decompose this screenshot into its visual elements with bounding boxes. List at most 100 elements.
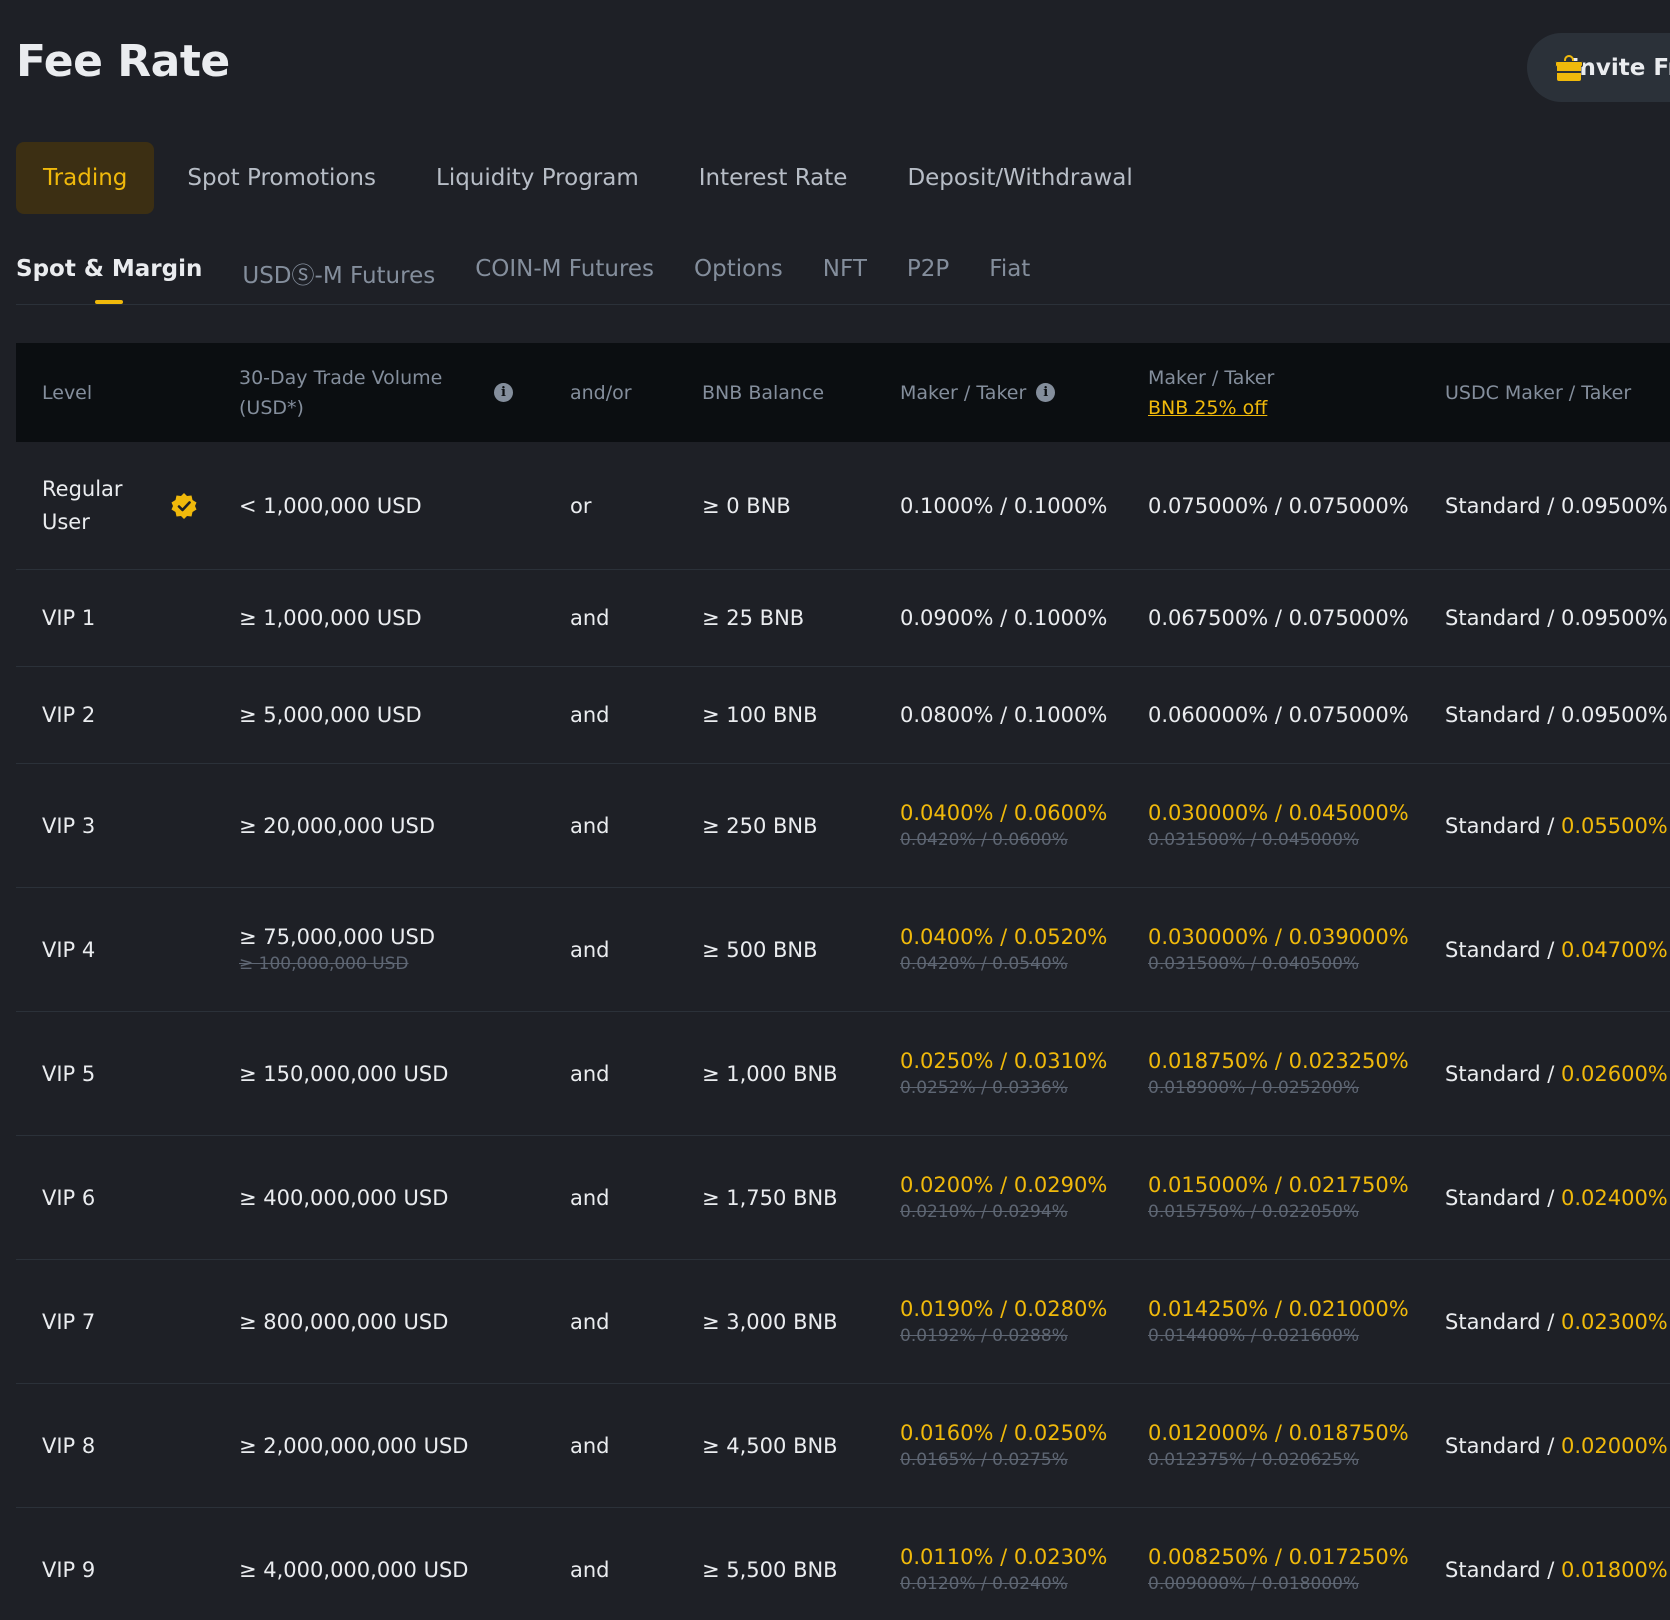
maker-taker-old: 0.0120% / 0.0240% <box>900 1574 1068 1594</box>
volume-cell: ≥ 4,000,000,000 USD <box>239 1508 468 1620</box>
maker-taker-value: 0.0900% / 0.1000% <box>900 606 1108 630</box>
subtab-p2p[interactable]: P2P <box>906 256 950 282</box>
andor-cell: and <box>570 1433 610 1458</box>
tab-spot-promotions[interactable]: Spot Promotions <box>187 165 376 191</box>
level-label: VIP 4 <box>42 937 96 962</box>
usdc-standard: Standard / <box>1445 1061 1561 1086</box>
maker-taker-bnb-value: 0.018750% / 0.023250% <box>1148 1049 1409 1073</box>
level-cell: VIP 8 <box>42 1384 95 1507</box>
andor-cell: and <box>570 703 610 727</box>
maker-taker-value: 0.0110% / 0.0230% <box>900 1545 1108 1569</box>
tab-trading[interactable]: Trading <box>16 142 155 214</box>
volume-value: ≥ 2,000,000,000 USD <box>239 1433 469 1458</box>
subtab-options[interactable]: Options <box>694 256 783 282</box>
level-cell: VIP 9 <box>42 1508 95 1620</box>
table-body: Regular User < 1,000,000 USD or ≥ 0 BNB 0.10… <box>16 442 1670 1620</box>
header-volume-line2: (USD*) <box>239 396 304 419</box>
fee-rate-table: Level 30-Day Trade Volume (USD*) i and/o… <box>16 343 1670 1620</box>
header-bnb-balance: BNB Balance <box>702 381 825 404</box>
level-cell: Regular User <box>42 442 198 569</box>
maker-taker-bnb-old: 0.031500% / 0.045000% <box>1148 830 1360 850</box>
maker-taker-bnb-value: 0.075000% / 0.075000% <box>1148 493 1409 518</box>
bnb-balance-cell: ≥ 5,500 BNB <box>702 1557 838 1582</box>
usdc-cell: Standard / 0.09500% <box>1445 667 1668 763</box>
maker-taker-bnb-value: 0.012000% / 0.018750% <box>1148 1421 1409 1445</box>
maker-taker-old: 0.0192% / 0.0288% <box>900 1326 1068 1346</box>
subtab-nft[interactable]: NFT <box>822 256 867 282</box>
subtab-spot-margin[interactable]: Spot & Margin <box>16 248 202 304</box>
bnb-balance-cell: ≥ 3,000 BNB <box>702 1309 838 1334</box>
volume-cell: ≥ 75,000,000 USD ≥ 100,000,000 USD <box>239 888 435 1011</box>
usdc-value: 0.04700% <box>1560 937 1668 962</box>
level-cell: VIP 2 <box>42 667 95 763</box>
maker-taker-value: 0.1000% / 0.1000% <box>900 493 1108 518</box>
volume-cell: ≥ 1,000,000 USD <box>239 570 422 666</box>
header-volume-line1: 30-Day Trade Volume <box>239 366 443 389</box>
invite-friends-button[interactable]: Invite Friends <box>1527 33 1670 102</box>
table-row: VIP 8 ≥ 2,000,000,000 USD and ≥ 4,500 BNB 0.… <box>16 1384 1670 1508</box>
table-row: VIP 9 ≥ 4,000,000,000 USD and ≥ 5,500 BNB 0.… <box>16 1508 1670 1620</box>
info-icon[interactable]: i <box>1036 383 1056 402</box>
table-header: Level 30-Day Trade Volume (USD*) i and/o… <box>16 343 1670 442</box>
subtab-fiat[interactable]: Fiat <box>989 256 1031 282</box>
subtab-coin-m-futures[interactable]: COIN-M Futures <box>475 256 655 282</box>
subtab-usds-m-futures[interactable]: USDⓈ-M Futures <box>242 263 436 289</box>
bnb-balance-cell: ≥ 25 BNB <box>702 606 805 630</box>
level-cell: VIP 6 <box>42 1136 95 1259</box>
volume-cell: ≥ 800,000,000 USD <box>239 1260 448 1383</box>
volume-cell: < 1,000,000 USD <box>239 442 422 569</box>
maker-taker-value: 0.0200% / 0.0290% <box>900 1173 1108 1197</box>
andor-cell: and <box>570 1061 610 1086</box>
invite-button-label: Invite Friends <box>1571 54 1670 81</box>
volume-old: ≥ 100,000,000 USD <box>239 954 409 974</box>
usdc-value: 0.09500% <box>1560 493 1668 518</box>
level-label: VIP 7 <box>42 1309 96 1334</box>
maker-taker-cell: 0.0800% / 0.1000% <box>900 667 1107 763</box>
maker-taker-cell: 0.1000% / 0.1000% <box>900 442 1107 569</box>
table-row: VIP 6 ≥ 400,000,000 USD and ≥ 1,750 BNB 0.02… <box>16 1136 1670 1260</box>
maker-taker-bnb-cell: 0.018750% / 0.023250% 0.018900% / 0.02520… <box>1148 1012 1409 1135</box>
volume-cell: ≥ 150,000,000 USD <box>239 1012 448 1135</box>
andor-cell: and <box>570 937 610 962</box>
maker-taker-old: 0.0420% / 0.0540% <box>900 954 1068 974</box>
level-label: VIP 2 <box>42 703 96 727</box>
level-label: VIP 1 <box>42 606 96 630</box>
andor-cell: and <box>570 1309 610 1334</box>
main-tabs: Trading Spot Promotions Liquidity Progra… <box>16 142 1166 214</box>
header-volume: 30-Day Trade Volume (USD*) <box>239 343 442 442</box>
maker-taker-bnb-cell: 0.060000% / 0.075000% <box>1148 667 1409 763</box>
bnb-discount-link[interactable]: BNB 25% off <box>1148 396 1268 419</box>
maker-taker-bnb-old: 0.012375% / 0.020625% <box>1148 1450 1360 1470</box>
maker-taker-bnb-cell: 0.030000% / 0.045000% 0.031500% / 0.04500… <box>1148 764 1409 887</box>
volume-info-button[interactable]: i <box>494 343 513 442</box>
verified-badge-icon <box>171 492 197 519</box>
maker-taker-old: 0.0420% / 0.0600% <box>900 830 1068 850</box>
tab-deposit-withdrawal[interactable]: Deposit/Withdrawal <box>907 165 1133 191</box>
maker-taker-bnb-old: 0.015750% / 0.022050% <box>1148 1202 1360 1222</box>
andor-cell: and <box>570 1185 610 1210</box>
maker-taker-bnb-cell: 0.030000% / 0.039000% 0.031500% / 0.04050… <box>1148 888 1409 1011</box>
volume-cell: ≥ 20,000,000 USD <box>239 764 435 887</box>
maker-taker-cell: 0.0400% / 0.0600% 0.0420% / 0.0600% <box>900 764 1107 887</box>
usdc-standard: Standard / <box>1445 606 1561 630</box>
maker-taker-bnb-value: 0.030000% / 0.045000% <box>1148 801 1409 825</box>
sub-tabs: Spot & Margin USDⓈ-M Futures COIN-M Futu… <box>16 248 1670 305</box>
header-maker-taker-bnb: Maker / Taker BNB 25% off <box>1148 343 1274 442</box>
maker-taker-bnb-cell: 0.067500% / 0.075000% <box>1148 570 1409 666</box>
maker-taker-value: 0.0190% / 0.0280% <box>900 1297 1108 1321</box>
tab-liquidity-program[interactable]: Liquidity Program <box>436 165 639 191</box>
maker-taker-bnb-old: 0.014400% / 0.021600% <box>1148 1326 1360 1346</box>
usdc-value: 0.09500% <box>1560 703 1668 727</box>
table-row: VIP 4 ≥ 75,000,000 USD ≥ 100,000,000 USD an… <box>16 888 1670 1012</box>
bnb-balance-cell: ≥ 500 BNB <box>702 937 818 962</box>
andor-cell: and <box>570 1557 610 1582</box>
tab-interest-rate[interactable]: Interest Rate <box>698 165 848 191</box>
bnb-balance-cell: ≥ 1,000 BNB <box>702 1061 838 1086</box>
header-andor: and/or <box>570 381 632 404</box>
usdc-standard: Standard / <box>1445 937 1561 962</box>
header-maker-taker-label: Maker / Taker <box>900 381 1027 404</box>
table-row: VIP 5 ≥ 150,000,000 USD and ≥ 1,000 BNB 0.02… <box>16 1012 1670 1136</box>
volume-value: ≥ 150,000,000 USD <box>239 1061 449 1086</box>
table-row: VIP 7 ≥ 800,000,000 USD and ≥ 3,000 BNB 0.01… <box>16 1260 1670 1384</box>
maker-taker-old: 0.0165% / 0.0275% <box>900 1450 1068 1470</box>
